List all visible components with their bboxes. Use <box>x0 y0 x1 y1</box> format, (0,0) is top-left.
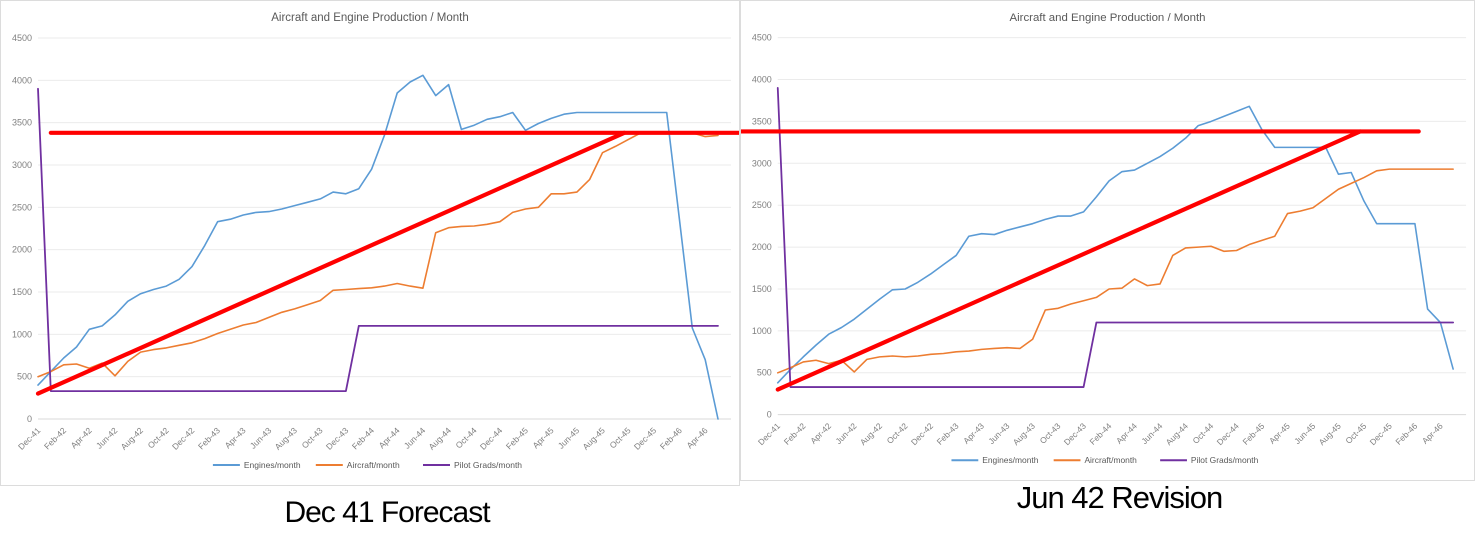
caption-dec41-forecast: Dec 41 Forecast <box>284 496 490 529</box>
y-tick-label: 1500 <box>12 287 32 297</box>
red-ramp-line <box>35 130 627 396</box>
series-line-aircraft-month <box>37 131 719 378</box>
legend-label: Engines/month <box>244 460 301 470</box>
y-tick-label: 3000 <box>12 160 32 170</box>
x-tick-label: Dec-43 <box>1062 421 1089 447</box>
legend-label: Pilot Grads/month <box>454 460 522 470</box>
x-tick-label: Feb-45 <box>504 425 530 451</box>
x-tick-label: Oct-42 <box>885 421 910 446</box>
series-line-engines-month <box>37 74 719 420</box>
chart-panel-dec41-forecast[interactable]: 0 500 1000 1500 2000 2500 3000 3500 4000 4500 Dec-… <box>0 0 740 486</box>
x-tick-label: Oct-43 <box>1038 421 1063 446</box>
legend-label: Aircraft/month <box>347 460 400 470</box>
legend-label: Aircraft/month <box>1084 455 1137 465</box>
y-tick-label: 2500 <box>752 200 772 210</box>
series-line-pilot-grads-month <box>776 87 1455 388</box>
y-tick-label: 0 <box>27 414 32 424</box>
x-tick-label: Jun-42 <box>833 421 859 446</box>
chart-panel-jun42-revision[interactable]: 0 500 1000 1500 2000 2500 3000 3500 4000 4500 Dec-… <box>740 0 1475 481</box>
x-tick-label: Oct-45 <box>1343 421 1368 446</box>
x-tick-label: Aug-42 <box>119 425 146 452</box>
production-chart-jun42: 0 500 1000 1500 2000 2500 3000 3500 4000 4500 Dec-… <box>741 12 1467 465</box>
x-tick-label: Jun-43 <box>986 421 1012 446</box>
x-tick-label: Apr-45 <box>531 425 556 450</box>
x-tick-label: Dec-44 <box>1215 421 1242 447</box>
legend-label: Pilot Grads/month <box>1191 455 1259 465</box>
x-tick-label: Feb-44 <box>1088 421 1114 447</box>
x-tick-label: Aug-45 <box>1317 421 1344 447</box>
series-line-pilot-grads-month <box>37 87 719 393</box>
y-tick-label: 2000 <box>12 245 32 255</box>
y-tick-label: 1000 <box>752 326 772 336</box>
x-tick-label: Dec-42 <box>170 425 197 452</box>
x-tick-label: Apr-42 <box>69 425 94 450</box>
x-tick-label: Apr-43 <box>223 425 248 450</box>
series-line-engines-month <box>776 105 1454 384</box>
x-tick-label: Aug-43 <box>273 425 300 452</box>
x-tick-label: Apr-45 <box>1267 421 1292 446</box>
x-tick-label: Oct-43 <box>300 425 325 450</box>
x-tick-label: Apr-42 <box>808 421 833 446</box>
y-tick-label: 3500 <box>752 116 772 126</box>
y-tick-label: 4500 <box>752 33 772 43</box>
caption-jun42-revision: Jun 42 Revision <box>1016 480 1224 515</box>
x-tick-label: Aug-44 <box>427 425 454 452</box>
x-tick-label: Jun-43 <box>248 425 274 451</box>
chart-title: Aircraft and Engine Production / Month <box>271 12 469 24</box>
x-tick-label: Feb-46 <box>1393 421 1419 447</box>
x-tick-label: Dec-42 <box>909 421 936 447</box>
x-tick-label: Apr-46 <box>1420 421 1445 446</box>
x-tick-label: Jun-44 <box>1139 421 1165 446</box>
x-tick-label: Oct-44 <box>1190 421 1215 446</box>
x-tick-label: Dec-43 <box>324 425 351 452</box>
series-line-aircraft-month <box>776 168 1454 374</box>
x-tick-label: Dec-41 <box>756 421 783 447</box>
x-tick-label: Aug-45 <box>580 425 607 452</box>
y-tick-label: 500 <box>757 368 772 378</box>
x-tick-label: Jun-44 <box>402 425 428 451</box>
red-ramp-line <box>775 129 1363 392</box>
x-tick-label: Dec-41 <box>16 425 43 452</box>
x-tick-label: Jun-42 <box>94 425 120 451</box>
y-tick-label: 4000 <box>752 74 772 84</box>
y-tick-label: 4000 <box>12 75 32 85</box>
production-chart-dec41: 0 500 1000 1500 2000 2500 3000 3500 4000 4500 Dec-… <box>12 12 739 470</box>
x-tick-label: Dec-45 <box>632 425 659 452</box>
x-tick-label: Jun-45 <box>1292 421 1318 446</box>
x-tick-label: Dec-45 <box>1368 421 1395 447</box>
x-tick-label: Apr-44 <box>1114 421 1139 446</box>
y-tick-label: 3500 <box>12 118 32 128</box>
x-tick-label: Aug-42 <box>858 421 885 447</box>
x-tick-label: Feb-42 <box>782 421 808 447</box>
legend-label: Engines/month <box>982 455 1039 465</box>
x-tick-label: Oct-45 <box>607 425 632 450</box>
y-tick-label: 1500 <box>752 284 772 294</box>
y-tick-label: 4500 <box>12 33 32 43</box>
x-tick-label: Oct-42 <box>146 425 171 450</box>
x-tick-label: Apr-44 <box>377 425 402 450</box>
x-tick-label: Apr-46 <box>684 425 709 450</box>
x-tick-label: Feb-45 <box>1240 421 1266 447</box>
x-tick-label: Feb-46 <box>658 425 684 451</box>
y-tick-label: 2500 <box>12 202 32 212</box>
x-tick-label: Dec-44 <box>478 425 505 452</box>
y-tick-label: 500 <box>17 372 32 382</box>
x-tick-label: Oct-44 <box>454 425 479 450</box>
x-tick-label: Feb-43 <box>935 421 961 447</box>
x-tick-label: Feb-44 <box>350 425 376 451</box>
x-tick-label: Aug-44 <box>1164 421 1191 447</box>
y-tick-label: 2000 <box>752 242 772 252</box>
x-tick-label: Feb-43 <box>196 425 222 451</box>
x-tick-label: Apr-43 <box>961 421 986 446</box>
x-tick-label: Jun-45 <box>556 425 582 451</box>
x-tick-label: Feb-42 <box>42 425 68 451</box>
chart-title: Aircraft and Engine Production / Month <box>1009 12 1205 24</box>
y-tick-label: 3000 <box>752 158 772 168</box>
y-tick-label: 1000 <box>12 329 32 339</box>
x-tick-label: Aug-43 <box>1011 421 1038 447</box>
y-tick-label: 0 <box>767 410 772 420</box>
